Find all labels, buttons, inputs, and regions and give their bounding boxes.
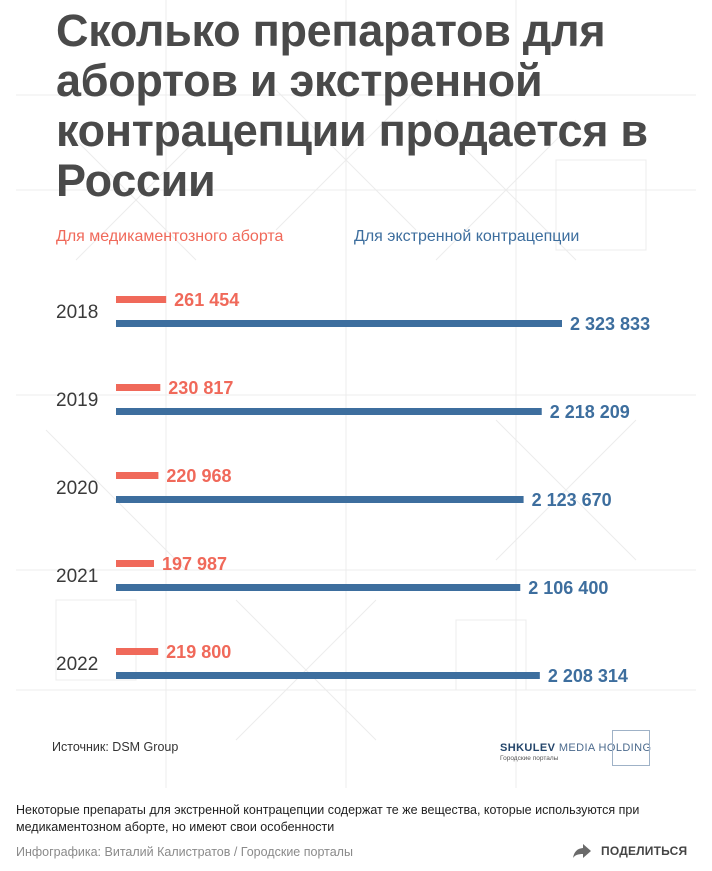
- bar-emergency-2018: [116, 320, 562, 327]
- chart-title: Сколько препаратов для абортов и экстрен…: [56, 5, 648, 206]
- publisher-logo: SHKULEV MEDIA HOLDING Городские порталы: [500, 730, 670, 770]
- background-pattern: [16, 0, 696, 788]
- share-arrow-icon: [573, 844, 591, 858]
- source-note: Источник: DSM Group: [52, 740, 179, 754]
- data-label-emergency-2019: 2 218 209: [550, 402, 630, 422]
- logo-name-bold: SHKULEV: [500, 742, 556, 754]
- year-label-2018: 2018: [56, 302, 98, 323]
- data-label-emergency-2021: 2 106 400: [528, 578, 608, 598]
- share-button[interactable]: ПОДЕЛИТЬСЯ: [572, 843, 687, 859]
- data-label-emergency-2018: 2 323 833: [570, 314, 650, 334]
- legend-abortion: Для медикаментозного аборта: [56, 228, 284, 245]
- data-label-abortion-2022: 219 800: [166, 642, 231, 662]
- data-label-abortion-2021: 197 987: [162, 554, 227, 574]
- bar-emergency-2022: [116, 672, 540, 679]
- year-label-2019: 2019: [56, 390, 98, 411]
- bar-abortion-2022: [116, 648, 159, 655]
- year-label-2021: 2021: [56, 566, 98, 587]
- bar-abortion-2021: [116, 560, 154, 567]
- legend-emergency-contraception: Для экстренной контрацепции: [354, 228, 580, 245]
- image-caption: Некоторые препараты для экстренной контр…: [16, 803, 640, 834]
- data-label-abortion-2018: 261 454: [174, 290, 239, 310]
- logo-name: SHKULEV MEDIA HOLDING: [500, 742, 651, 754]
- logo-subtitle: Городские порталы: [500, 755, 559, 762]
- year-label-2020: 2020: [56, 478, 98, 499]
- image-credit: Инфографика: Виталий Калистратов / Город…: [16, 845, 353, 859]
- data-label-abortion-2020: 220 968: [166, 466, 231, 486]
- bar-abortion-2019: [116, 384, 161, 391]
- bar-abortion-2018: [116, 296, 167, 303]
- data-label-abortion-2019: 230 817: [168, 378, 233, 398]
- data-label-emergency-2020: 2 123 670: [532, 490, 612, 510]
- data-label-emergency-2022: 2 208 314: [548, 666, 628, 686]
- bar-abortion-2020: [116, 472, 159, 479]
- bar-emergency-2020: [116, 496, 524, 503]
- share-label: ПОДЕЛИТЬСЯ: [601, 844, 688, 858]
- logo-frame: [612, 730, 650, 766]
- bar-chart: 2018 261 454 2 323 833 2019 230 817 2 218 209…: [56, 290, 650, 686]
- logo-name-light: MEDIA HOLDING: [555, 742, 652, 754]
- bar-emergency-2021: [116, 584, 521, 591]
- year-label-2022: 2022: [56, 654, 98, 675]
- bar-emergency-2019: [116, 408, 542, 415]
- infographic-card: Сколько препаратов для абортов и экстрен…: [16, 0, 696, 788]
